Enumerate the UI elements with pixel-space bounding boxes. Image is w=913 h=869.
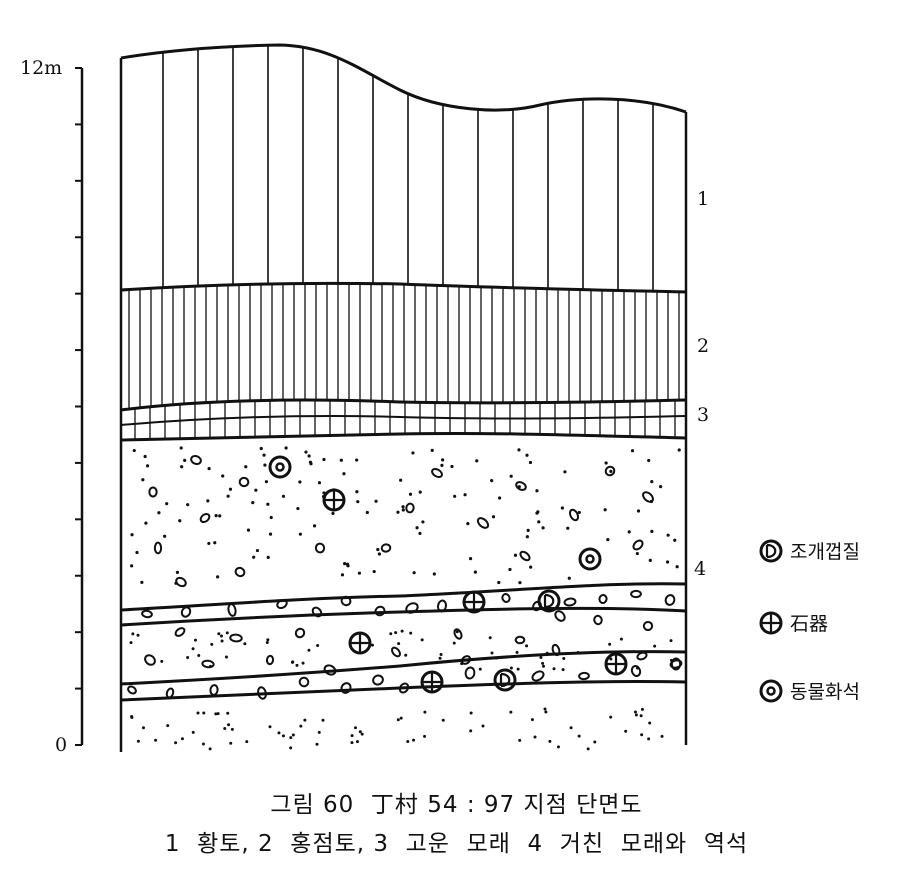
stone-tool-symbol-icon (604, 652, 628, 676)
legend: 조개껍질 石器 동물화석 (759, 539, 860, 703)
boundary-2-3 (120, 398, 687, 412)
animal-fossil-symbol-icon (578, 547, 602, 571)
axis-ticks (75, 67, 82, 746)
legend-item-animal-fossil: 동물화석 (759, 679, 860, 703)
stone-tool-symbol-icon (759, 611, 783, 635)
layer-boundaries (120, 43, 687, 702)
gravel-band-1-top (120, 582, 687, 612)
animal-fossil-symbol-icon (268, 455, 292, 479)
layer-label-1: 1 (697, 188, 709, 210)
boundary-3-4 (120, 431, 687, 442)
axis-bottom-label: 0 (55, 734, 67, 756)
layer-label-4: 4 (694, 558, 706, 580)
legend-item-stone-tool: 石器 (759, 611, 828, 635)
stone-tool-symbol-icon (322, 488, 346, 512)
legend-label-stone-tool: 石器 (790, 613, 828, 635)
shell-symbol-icon (537, 589, 561, 613)
stone-tool-symbol-icon (462, 590, 486, 614)
find-symbols (268, 455, 628, 694)
shell-symbol-icon (493, 668, 517, 692)
layer-label-3: 3 (697, 404, 709, 426)
figure-caption-legend: 1 황토, 2 홍점토, 3 고운 모래 4 거친 모래와 역석 (164, 831, 749, 857)
legend-item-shell: 조개껍질 (759, 539, 860, 563)
layer-label-2: 2 (697, 335, 709, 357)
ground-surface-line (120, 43, 687, 114)
gravel-band-2-top (120, 650, 687, 686)
pebbles (127, 454, 683, 700)
shell-symbol-icon (759, 539, 783, 563)
legend-label-shell: 조개껍질 (790, 541, 860, 563)
stone-tool-symbol-icon (420, 670, 444, 694)
axis-top-label: 12m (20, 57, 62, 79)
stone-tool-symbol-icon (348, 631, 372, 655)
gravel-band-1-bottom (120, 606, 687, 627)
layer-1-hatching (162, 45, 654, 292)
legend-label-animal-fossil: 동물화석 (790, 681, 860, 703)
boundary-1-2 (120, 281, 687, 294)
layer-2-hatching (128, 283, 680, 410)
depth-axis: 12m 0 (20, 57, 84, 756)
figure-caption-title: 그림 60 丁村 54 : 97 지점 단면도 (270, 792, 643, 818)
animal-fossil-symbol-icon (759, 679, 783, 703)
sand-dots (129, 446, 681, 751)
